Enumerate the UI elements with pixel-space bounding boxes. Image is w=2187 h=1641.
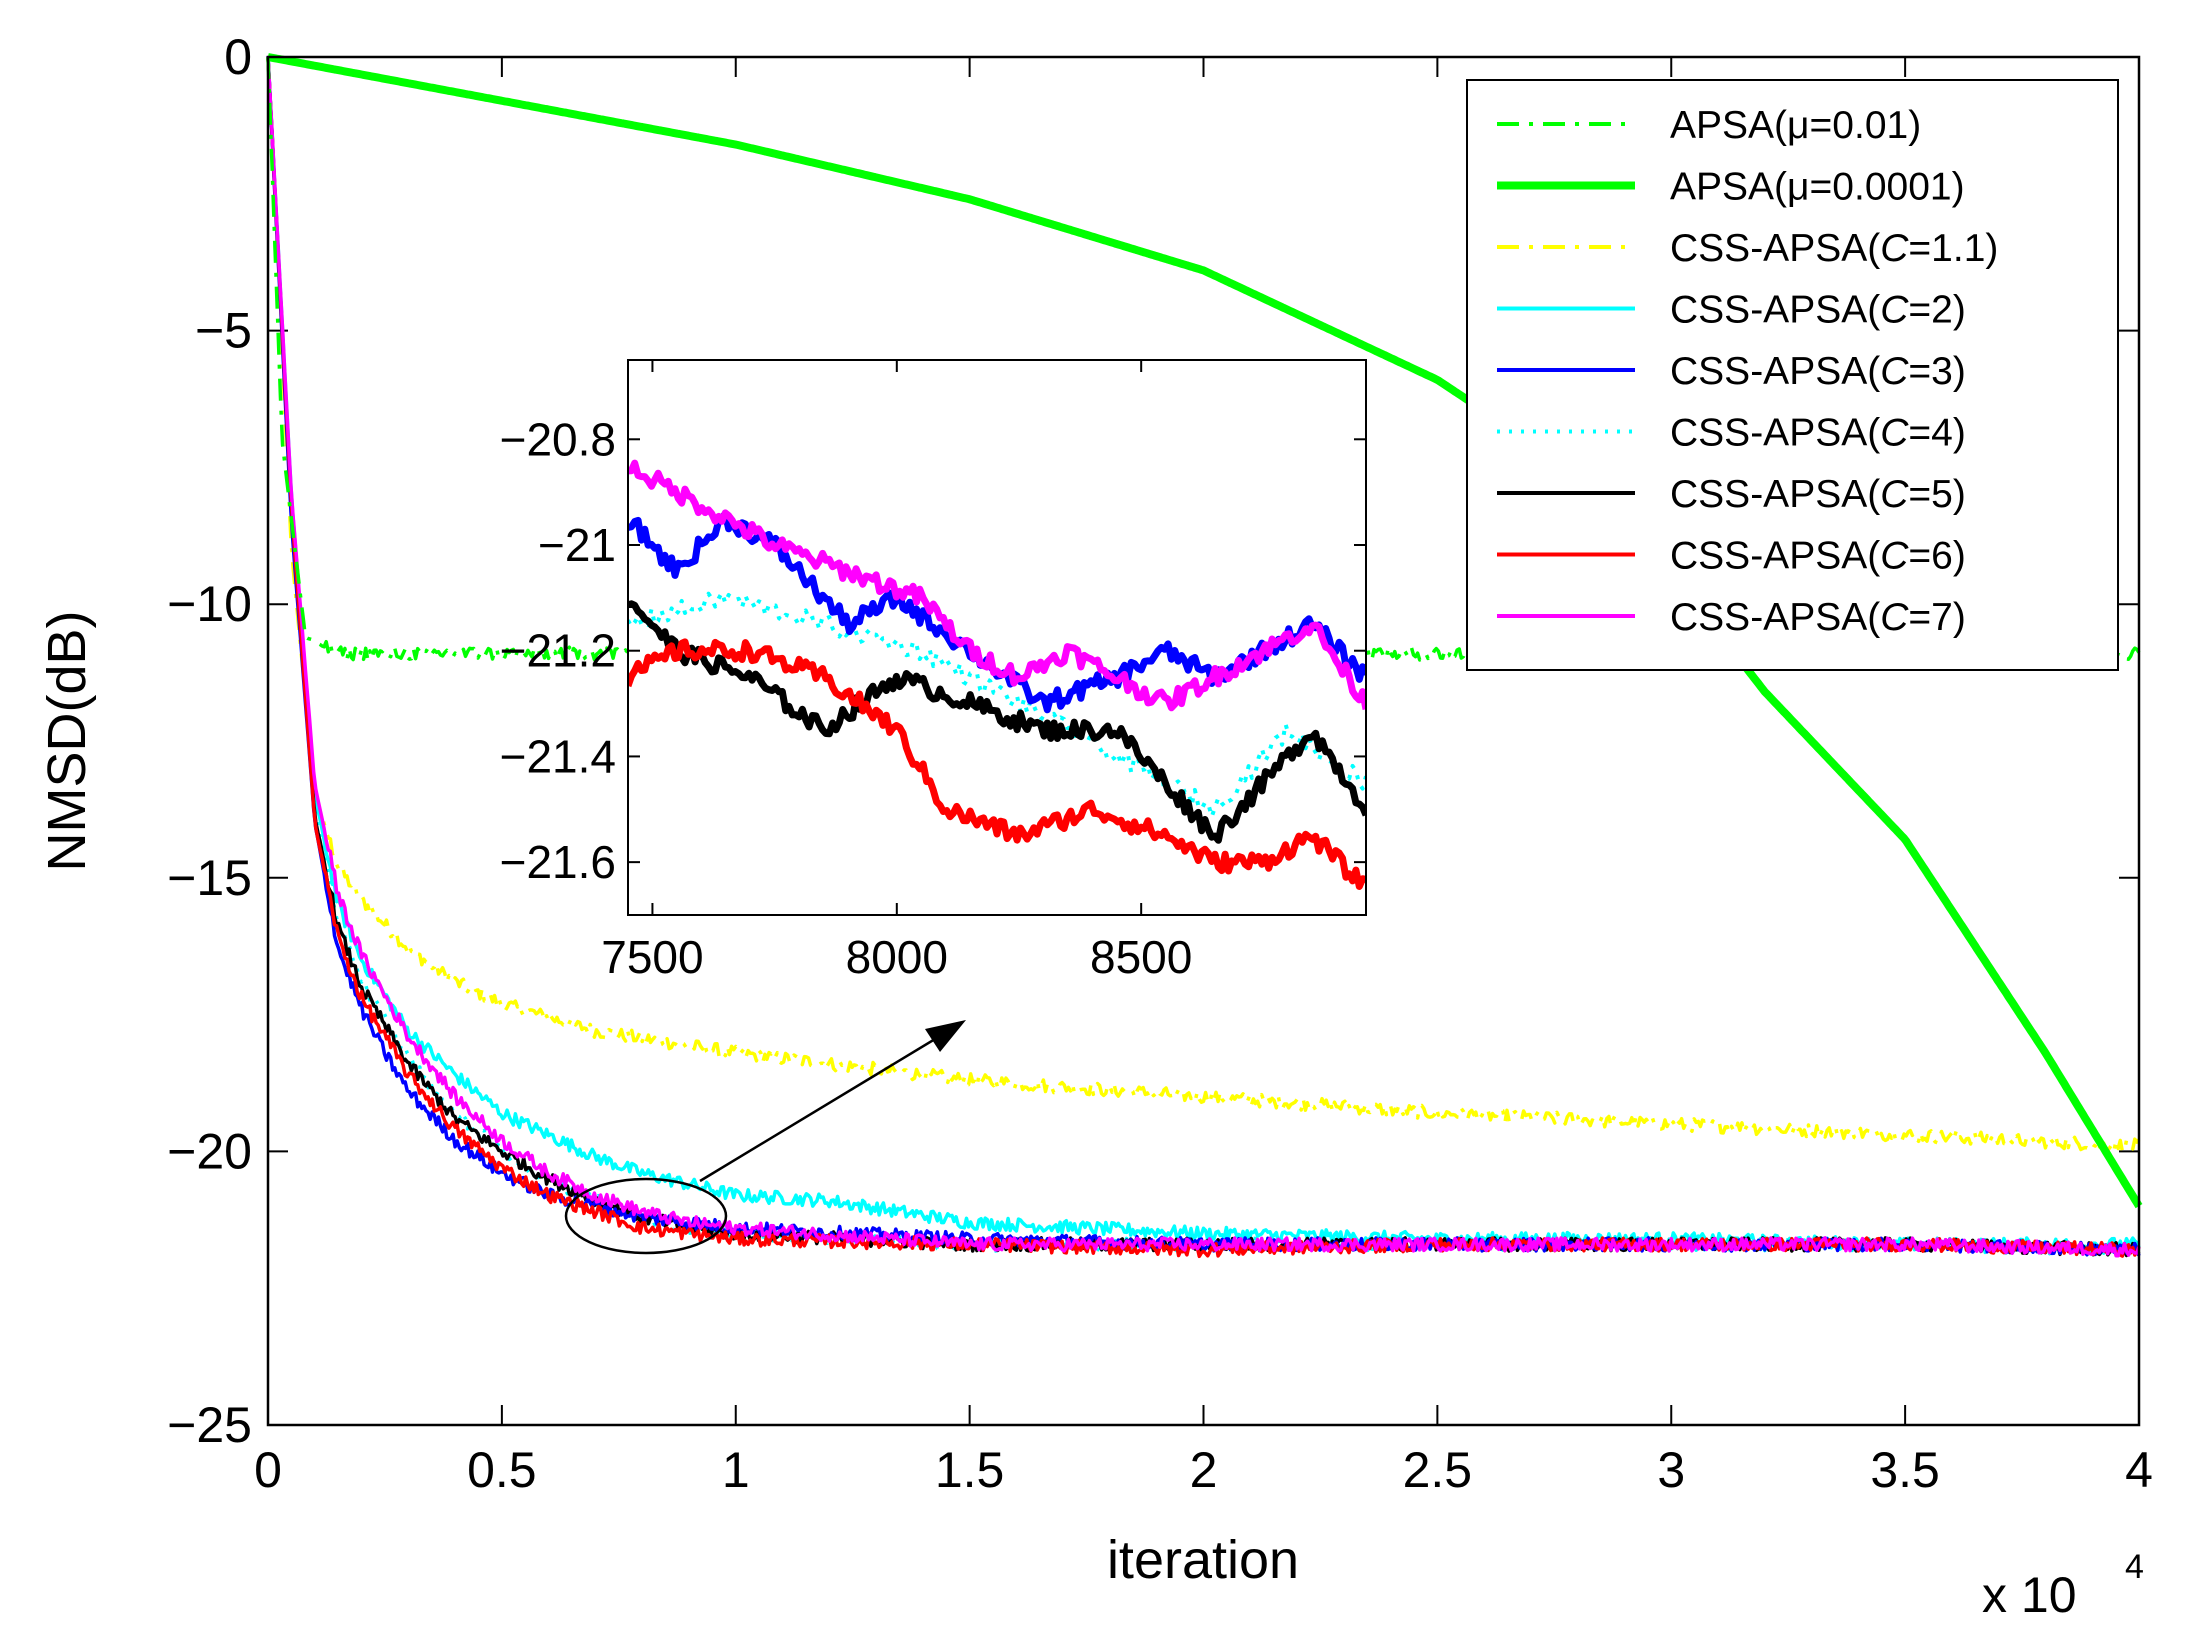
series-lines	[266, 53, 2143, 1259]
inset-y-tick-label: −21.6	[500, 836, 616, 888]
x-tick-label: 3	[1657, 1442, 1685, 1498]
plot-frame	[266, 55, 2141, 1427]
x-tick-label: 4	[2125, 1442, 2153, 1498]
series-line	[266, 55, 2141, 1258]
inset-x-tick-label: 7500	[601, 931, 703, 983]
inset-series-lines	[628, 459, 1366, 890]
x-tick-label: 0.5	[467, 1442, 537, 1498]
y-tick-label: −20	[167, 1123, 252, 1179]
y-tick-label: −15	[167, 850, 252, 906]
inset-frame	[627, 359, 1367, 916]
y-axis-title: NMSD(dB)	[37, 610, 97, 871]
x-multiplier-exponent: 4	[2125, 1548, 2144, 1586]
inset-y-tick-label: −21.4	[500, 730, 616, 782]
legend: APSA(μ=0.01) APSA(μ=0.0001) CSS-APSA(C=1.1…	[1466, 79, 2119, 671]
legend-box	[1466, 79, 2119, 671]
legend-label: CSS-APSA(C=6)	[1670, 535, 1966, 578]
inset-y-tick-label: −20.8	[500, 413, 616, 465]
y-tick-label: 0	[224, 29, 252, 85]
x-tick-label: 1.5	[935, 1442, 1005, 1498]
inset-series-line	[628, 510, 1366, 714]
inset-x-tick-label: 8500	[1090, 931, 1192, 983]
inset-x-tick-label: 8000	[846, 931, 948, 983]
inset-series-line	[628, 600, 1366, 844]
legend-label: APSA(μ=0.0001)	[1670, 166, 1965, 209]
inset-tick-labels: 7500 8000 8500 −20.8 −21 −21.2 −21.4 −21.6	[500, 413, 1193, 983]
inset-y-tick-label: −21	[538, 519, 616, 571]
y-tick-label: −25	[167, 1397, 252, 1453]
zoom-arrow-line	[699, 1028, 951, 1183]
x-tick-label: 2	[1190, 1442, 1218, 1498]
tick-labels: 0 0.5 1 1.5 2 2.5 3 3.5 4 0 −5 −10 −15 −20 −25	[167, 29, 2153, 1498]
y-tick-label: −5	[195, 303, 252, 359]
legend-label: CSS-APSA(C=5)	[1670, 473, 1966, 516]
x-multiplier: x 10	[1982, 1567, 2077, 1623]
zoom-ellipse	[564, 1177, 728, 1255]
x-tick-label: 0	[254, 1442, 282, 1498]
legend-label: CSS-APSA(C=3)	[1670, 350, 1966, 393]
series-line	[266, 56, 2141, 1154]
y-tick-label: −10	[167, 576, 252, 632]
x-axis-title: iteration	[1107, 1530, 1299, 1590]
x-tick-label: 2.5	[1403, 1442, 1473, 1498]
legend-label: CSS-APSA(C=2)	[1670, 289, 1966, 332]
x-tick-label: 1	[722, 1442, 750, 1498]
series-line	[266, 53, 2143, 1209]
inset-series-line	[628, 638, 1366, 890]
legend-label: CSS-APSA(C=7)	[1670, 596, 1966, 639]
inset-axis-ticks	[628, 360, 1366, 915]
legend-label: CSS-APSA(C=1.1)	[1670, 227, 1998, 270]
legend-label: CSS-APSA(C=4)	[1670, 412, 1966, 455]
inset-series-line	[628, 459, 1366, 712]
zoom-arrow-head	[925, 1020, 966, 1052]
inset-y-tick-label: −21.2	[500, 625, 616, 677]
legend-label: APSA(μ=0.01)	[1670, 104, 1921, 147]
zoom-inset: 7500 8000 8500 −20.8 −21 −21.2 −21.4 −21.6	[500, 359, 1367, 983]
x-tick-label: 3.5	[1870, 1442, 1940, 1498]
